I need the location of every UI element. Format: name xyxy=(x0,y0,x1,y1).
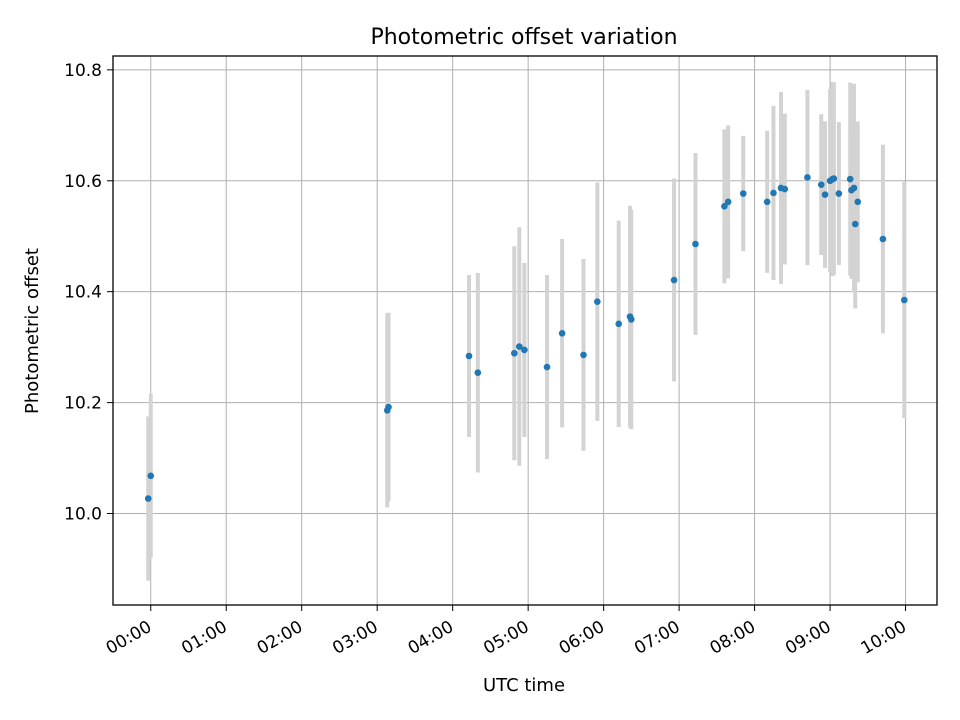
x-tick-label: 03:00 xyxy=(329,617,381,659)
data-point xyxy=(521,346,528,354)
data-point xyxy=(724,198,732,206)
x-tick-label: 00:00 xyxy=(103,617,155,659)
data-point xyxy=(851,220,859,228)
data-point xyxy=(580,351,587,359)
data-point xyxy=(879,235,887,243)
x-tick-label: 04:00 xyxy=(405,617,457,659)
data-point xyxy=(721,202,728,210)
data-point xyxy=(739,190,747,197)
x-tick-label: 08:00 xyxy=(707,617,759,659)
data-point xyxy=(615,320,623,328)
data-point xyxy=(474,369,482,376)
error-bars xyxy=(146,82,907,581)
data-point xyxy=(516,343,523,350)
y-tick-label: 10.0 xyxy=(64,505,102,525)
data-point xyxy=(830,175,838,182)
plot-area-frame xyxy=(112,55,938,606)
x-axis-label: UTC time xyxy=(483,675,565,696)
data-point xyxy=(692,240,699,248)
data-point xyxy=(846,175,854,183)
data-point xyxy=(144,495,152,502)
data-point xyxy=(835,190,843,197)
data-point xyxy=(511,349,518,357)
data-point xyxy=(670,276,678,284)
x-tick-label: 05:00 xyxy=(480,617,532,659)
data-point xyxy=(850,184,858,192)
data-point xyxy=(628,316,635,323)
x-tick-label: 02:00 xyxy=(254,617,306,659)
data-point xyxy=(817,181,825,188)
data-point xyxy=(385,403,392,411)
x-tick-label: 06:00 xyxy=(556,617,608,659)
data-point xyxy=(763,198,771,206)
chart-title: Photometric offset variation xyxy=(370,25,677,50)
data-point xyxy=(465,352,473,360)
y-tick-label: 10.8 xyxy=(64,61,102,81)
data-point xyxy=(821,191,829,198)
y-tick-label: 10.6 xyxy=(64,172,102,192)
y-axis-label: Photometric offset xyxy=(22,248,43,414)
data-point xyxy=(594,298,601,305)
x-tick-label: 09:00 xyxy=(782,617,834,659)
x-tick-label: 07:00 xyxy=(631,617,683,659)
y-tick-label: 10.4 xyxy=(64,283,102,303)
data-points xyxy=(144,174,908,502)
data-point xyxy=(781,185,789,193)
x-tick-label: 10:00 xyxy=(858,617,910,659)
y-tick-label: 10.2 xyxy=(64,394,102,414)
data-point xyxy=(147,472,155,480)
data-point xyxy=(543,363,551,371)
data-point xyxy=(804,174,811,181)
data-point xyxy=(854,198,862,206)
data-point xyxy=(558,329,566,337)
data-point xyxy=(900,296,908,304)
data-point xyxy=(770,189,777,197)
x-tick-label: 01:00 xyxy=(178,617,230,659)
